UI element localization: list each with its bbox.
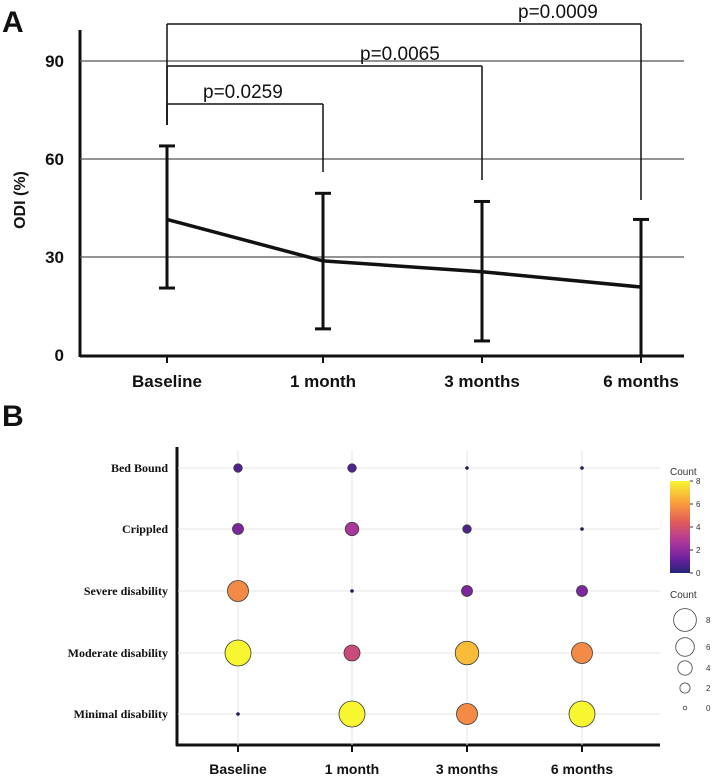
b-count-point [580, 466, 584, 470]
a-y-tick-label: 60 [45, 150, 64, 169]
color-legend-tick-label: 4 [696, 523, 701, 532]
size-legend-circle [677, 660, 693, 676]
b-x-tick-label: 1 month [325, 761, 379, 777]
b-count-point [456, 703, 478, 725]
size-legend-tick-label: 6 [706, 643, 711, 652]
a-pvalue-label: p=0.0065 [360, 44, 440, 65]
a-mean-line [166, 217, 642, 289]
b-count-point [462, 524, 472, 534]
b-count-point [338, 700, 366, 728]
b-count-point [232, 523, 244, 535]
a-y-label: ODI (%) [12, 171, 29, 229]
size-legend-title: Count [670, 590, 697, 601]
color-legend-title: Count [670, 467, 697, 478]
size-legend-tick-label: 0 [706, 704, 711, 713]
size-legend-tick-label: 8 [706, 616, 711, 625]
a-x-tick-label: 1 month [290, 372, 356, 391]
b-count-point [236, 712, 240, 716]
b-count-point [344, 521, 360, 537]
a-x-tick-label: Baseline [132, 372, 202, 391]
b-count-point [347, 463, 357, 473]
color-legend-tick-label: 0 [696, 569, 701, 578]
a-pvalue-label: p=0.0009 [518, 2, 598, 23]
a-y-tick-label: 90 [45, 52, 64, 71]
size-legend-circle [679, 682, 691, 694]
panel-a-letter: A [2, 6, 24, 39]
b-count-point [465, 466, 469, 470]
b-count-point [568, 700, 596, 728]
b-count-point [571, 642, 593, 664]
b-y-tick-label: Moderate disability [68, 646, 168, 660]
b-count-point [343, 644, 361, 662]
b-legends: Count Count 8 6 4 2 0 8 6 4 2 0 [670, 467, 711, 713]
b-count-point [580, 527, 584, 531]
size-legend-circle [673, 608, 697, 632]
b-x-tick-label: 3 months [436, 761, 498, 777]
color-legend-tick-label: 2 [696, 546, 701, 555]
size-legend-tick-label: 2 [706, 684, 711, 693]
b-count-point [227, 580, 249, 602]
b-y-tick-label: Crippled [122, 522, 168, 536]
panel-b-letter: B [2, 400, 24, 433]
panel-a-chart: ODI (%) 0 30 60 90 Baseline 1 month 3 months 6 … [12, 2, 684, 391]
b-count-point [454, 640, 480, 666]
b-x-tick-label: Baseline [209, 761, 267, 777]
b-count-point [576, 585, 588, 597]
a-y-tick-label: 30 [45, 248, 64, 267]
b-x-tick-label: 6 months [551, 761, 613, 777]
b-y-tick-label: Minimal disability [74, 707, 168, 721]
b-count-point [461, 585, 473, 597]
b-count-point [233, 463, 243, 473]
panel-b-chart: Bed Bound Crippled Severe disability Modera… [68, 447, 660, 777]
a-y-tick-label: 0 [55, 346, 64, 365]
a-pvalue-label: p=0.0259 [203, 82, 283, 103]
a-x-tick-label: 6 months [603, 372, 679, 391]
b-y-tick-label: Bed Bound [111, 461, 168, 475]
b-count-point [350, 589, 354, 593]
a-x-tick-label: 3 months [444, 372, 520, 391]
color-legend-tick-label: 8 [696, 477, 701, 486]
b-y-tick-label: Severe disability [84, 584, 168, 598]
b-count-point [224, 639, 252, 667]
size-legend-circle [675, 637, 695, 657]
size-legend-circle [682, 705, 688, 711]
size-legend-tick-label: 4 [706, 664, 711, 673]
color-legend-tick-label: 6 [696, 500, 701, 509]
color-legend-bar [670, 481, 690, 573]
